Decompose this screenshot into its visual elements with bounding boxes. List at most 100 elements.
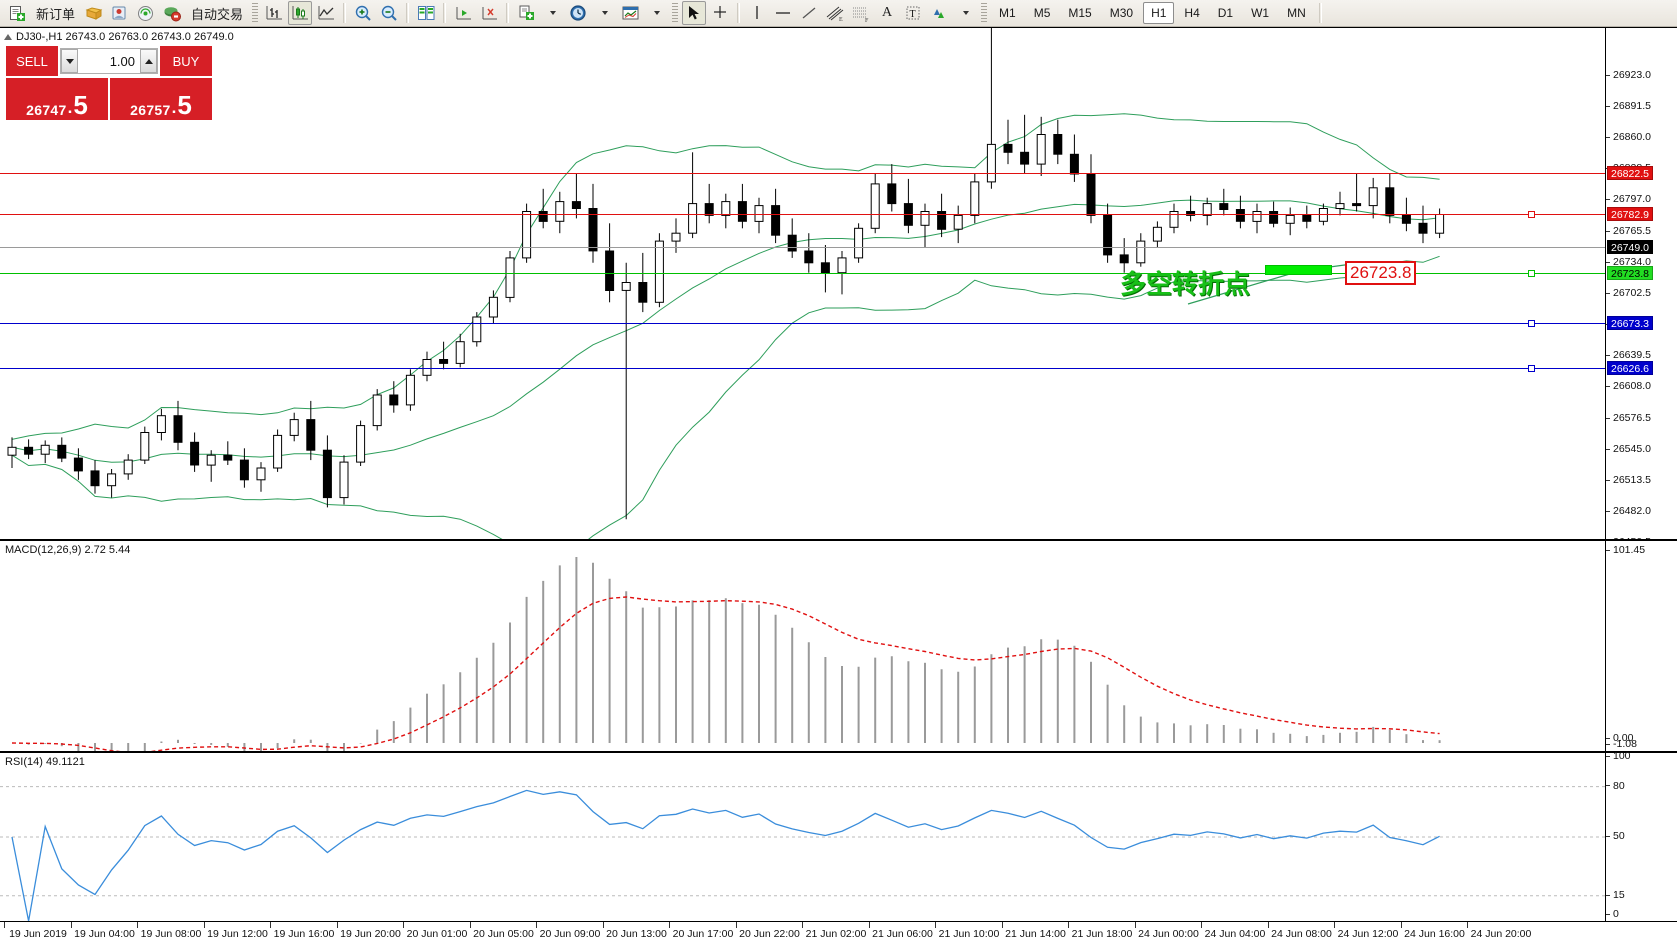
level-tag-support-2[interactable]: 26626.6 bbox=[1607, 361, 1653, 375]
time-label: 20 Jun 01:00 bbox=[406, 928, 468, 940]
macd-plot[interactable] bbox=[0, 541, 1605, 751]
macd-pane[interactable]: MACD(12,26,9) 2.72 5.44 101.45 0.00 -1.08 bbox=[0, 539, 1677, 751]
level-line-resistance-2[interactable] bbox=[0, 173, 1605, 174]
templates-icon[interactable] bbox=[618, 1, 642, 25]
volume-stepper[interactable]: 1.00 bbox=[60, 48, 158, 74]
timeframe-w1-button[interactable]: W1 bbox=[1251, 6, 1270, 20]
fibonacci-icon[interactable]: F bbox=[849, 1, 873, 25]
shapes-icon[interactable] bbox=[927, 1, 951, 25]
line-chart-icon[interactable] bbox=[314, 1, 338, 25]
horizontal-line-icon[interactable] bbox=[771, 1, 795, 25]
toolbar-grip[interactable] bbox=[981, 3, 988, 23]
new-order-icon[interactable] bbox=[5, 1, 29, 25]
shapes-dropdown-icon[interactable] bbox=[953, 1, 977, 25]
time-gridline bbox=[270, 922, 271, 928]
templates-dropdown-icon[interactable] bbox=[644, 1, 668, 25]
level-line-last-price[interactable] bbox=[0, 247, 1605, 248]
price-scale[interactable]: 26923.026891.526860.026828.526797.026765… bbox=[1605, 28, 1677, 572]
objects-dropdown-icon[interactable] bbox=[540, 1, 564, 25]
buy-button[interactable]: BUY bbox=[160, 46, 212, 76]
cursor-icon[interactable] bbox=[682, 1, 707, 25]
timeframe-h4-button[interactable]: H4 bbox=[1184, 6, 1200, 20]
timeframe-m1-button[interactable]: M1 bbox=[999, 6, 1016, 20]
profile-icon[interactable] bbox=[108, 1, 132, 25]
timeframe-mn-button[interactable]: MN bbox=[1287, 6, 1306, 20]
time-label: 21 Jun 06:00 bbox=[872, 928, 933, 940]
time-label: 20 Jun 22:00 bbox=[739, 928, 800, 940]
time-label: 20 Jun 09:00 bbox=[539, 928, 601, 940]
indicators-icon[interactable] bbox=[477, 1, 501, 25]
level-tag-resistance-2[interactable]: 26822.5 bbox=[1607, 166, 1653, 180]
volume-increase-button[interactable] bbox=[140, 49, 157, 73]
time-axis[interactable]: 19 Jun 2019 19 Jun 04:00 19 Jun 08:00 19 Ju… bbox=[0, 921, 1677, 947]
period-icon[interactable] bbox=[566, 1, 590, 25]
timeframe-m30-button[interactable]: M30 bbox=[1109, 6, 1134, 20]
toolbar-separator bbox=[343, 3, 347, 23]
buy-price-fraction: 5 bbox=[177, 90, 192, 120]
level-line-support-1[interactable] bbox=[0, 323, 1605, 324]
timeframe-m15-button[interactable]: M15 bbox=[1068, 6, 1092, 20]
timeframe-m5-button[interactable]: M5 bbox=[1033, 6, 1051, 20]
data-window-icon[interactable] bbox=[451, 1, 475, 25]
one-click-trading-panel[interactable]: SELL 1.00 BUY 26747. 5 26757. 5 bbox=[6, 46, 212, 140]
equidistant-channel-icon[interactable]: E bbox=[823, 1, 847, 25]
period-dropdown-icon[interactable] bbox=[592, 1, 616, 25]
collapse-triangle-icon[interactable] bbox=[4, 34, 12, 41]
auto-trading-icon[interactable] bbox=[160, 1, 184, 25]
level-handle-support-2[interactable] bbox=[1528, 365, 1535, 372]
toolbar-grip[interactable] bbox=[672, 3, 679, 23]
annotation-rectangle[interactable] bbox=[1265, 265, 1332, 275]
connection-icon[interactable] bbox=[134, 1, 158, 25]
level-line-pivot[interactable] bbox=[0, 273, 1605, 274]
bar-chart-icon[interactable] bbox=[262, 1, 286, 25]
macd-tick: -1.08 bbox=[1606, 739, 1637, 749]
chart-area[interactable]: DJ30-,H1 26743.0 26763.0 26743.0 26749.0… bbox=[0, 27, 1677, 947]
time-gridline bbox=[1334, 922, 1335, 928]
time-gridline bbox=[868, 922, 870, 928]
toolbar-separator bbox=[737, 3, 741, 23]
timeframe-d1-button[interactable]: D1 bbox=[1217, 6, 1234, 20]
rsi-pane[interactable]: RSI(14) 49.1121 100 80 50 15 0 bbox=[0, 751, 1677, 921]
candlestick-icon[interactable] bbox=[288, 1, 313, 25]
level-handle-pivot[interactable] bbox=[1528, 270, 1535, 277]
macd-chart bbox=[11, 557, 1441, 751]
crosshair-icon[interactable] bbox=[708, 1, 732, 25]
new-order-label[interactable]: 新订单 bbox=[36, 6, 76, 22]
price-tick: 26860.0 bbox=[1606, 132, 1651, 142]
level-line-support-2[interactable] bbox=[0, 368, 1605, 369]
objects-icon[interactable] bbox=[514, 1, 538, 25]
level-line-resistance-1[interactable] bbox=[0, 214, 1605, 215]
rsi-label: RSI(14) 49.1121 bbox=[5, 756, 85, 768]
toolbar-grip[interactable] bbox=[252, 3, 259, 23]
time-label: 24 Jun 00:00 bbox=[1138, 928, 1199, 940]
buy-price-integer: 26757 bbox=[130, 102, 171, 118]
text-label-icon[interactable]: T bbox=[901, 1, 925, 25]
level-handle-support-1[interactable] bbox=[1528, 320, 1535, 327]
vertical-line-icon[interactable] bbox=[745, 1, 769, 25]
price-pane[interactable]: DJ30-,H1 26743.0 26763.0 26743.0 26749.0… bbox=[0, 27, 1677, 572]
trendline-icon[interactable] bbox=[797, 1, 821, 25]
time-label: 20 Jun 13:00 bbox=[606, 928, 667, 940]
sell-price-fraction: 5 bbox=[73, 90, 88, 120]
folder-icon[interactable] bbox=[82, 1, 106, 25]
sell-button[interactable]: SELL bbox=[6, 46, 58, 76]
volume-input[interactable]: 1.00 bbox=[109, 53, 135, 69]
zoom-in-icon[interactable] bbox=[351, 1, 375, 25]
level-handle-resistance-1[interactable] bbox=[1528, 211, 1535, 218]
price-tick: 26765.5 bbox=[1606, 226, 1651, 236]
level-tag-last-price[interactable]: 26749.0 bbox=[1607, 240, 1653, 254]
level-tag-resistance-1[interactable]: 26782.9 bbox=[1607, 207, 1653, 221]
annotation-text[interactable]: 多空转折点 bbox=[1120, 270, 1251, 300]
text-icon[interactable]: A bbox=[881, 5, 893, 20]
level-tag-pivot[interactable]: 26723.8 bbox=[1607, 266, 1653, 280]
rsi-plot[interactable] bbox=[0, 753, 1605, 921]
pivot-price-callout[interactable]: 26723.8 bbox=[1345, 261, 1417, 285]
sell-price-quote[interactable]: 26747. 5 bbox=[6, 78, 108, 120]
level-tag-support-1[interactable]: 26673.3 bbox=[1607, 316, 1653, 330]
volume-decrease-button[interactable] bbox=[61, 49, 78, 73]
timeframe-h1-button[interactable]: H1 bbox=[1143, 2, 1175, 24]
auto-trading-label[interactable]: 自动交易 bbox=[191, 6, 244, 22]
buy-price-quote[interactable]: 26757. 5 bbox=[110, 78, 212, 120]
zoom-out-icon[interactable] bbox=[377, 1, 401, 25]
tile-windows-icon[interactable] bbox=[414, 1, 438, 25]
